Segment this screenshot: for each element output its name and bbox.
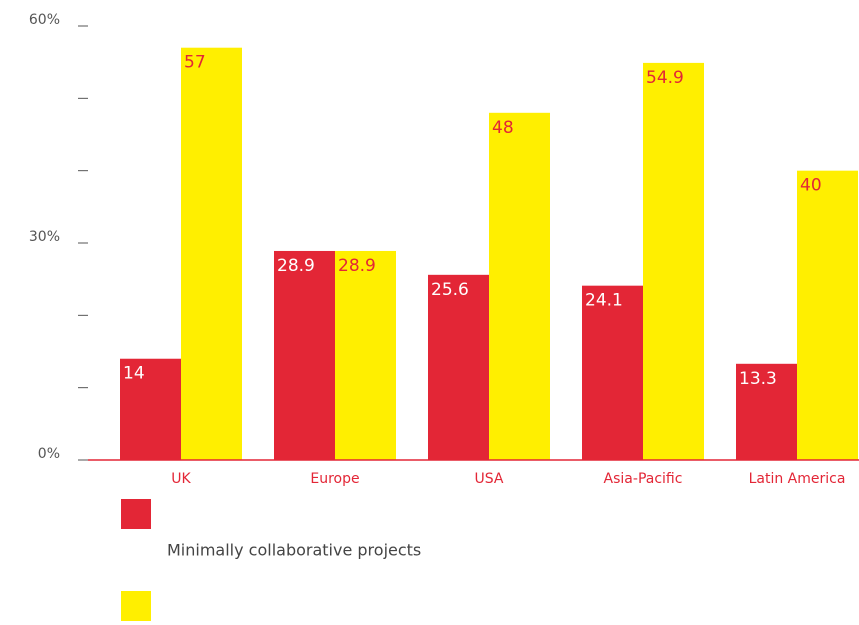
value-label: 48	[492, 118, 514, 138]
value-label: 13.3	[739, 369, 777, 389]
y-tick-label: 30%	[29, 229, 60, 245]
y-tick-label: 60%	[29, 12, 60, 28]
value-label: 54.9	[646, 68, 684, 88]
x-tick-label: UK	[171, 471, 191, 487]
value-label: 24.1	[585, 291, 623, 311]
bar	[335, 250, 396, 460]
x-tick-label: Europe	[310, 471, 359, 487]
bar	[797, 170, 858, 460]
bar	[582, 285, 643, 460]
value-label: 40	[800, 176, 822, 196]
bar	[120, 358, 181, 460]
bar	[736, 363, 797, 460]
legend-label: Minimally collaborative projects	[167, 541, 421, 560]
value-label: 57	[184, 53, 206, 73]
bar	[181, 47, 242, 460]
bar	[428, 274, 489, 460]
y-tick-label: 0%	[38, 446, 60, 462]
x-tick-label: Asia-Pacific	[604, 471, 683, 487]
value-label: 28.9	[338, 256, 376, 276]
x-tick-label: Latin America	[749, 471, 846, 487]
x-tick-label: USA	[475, 471, 504, 487]
legend-swatch	[121, 591, 151, 621]
bar	[643, 62, 704, 460]
value-label: 14	[123, 364, 145, 384]
legend-swatch	[121, 499, 151, 529]
bar	[489, 112, 550, 461]
bar	[274, 250, 335, 460]
value-label: 25.6	[431, 280, 469, 300]
value-label: 28.9	[277, 256, 315, 276]
